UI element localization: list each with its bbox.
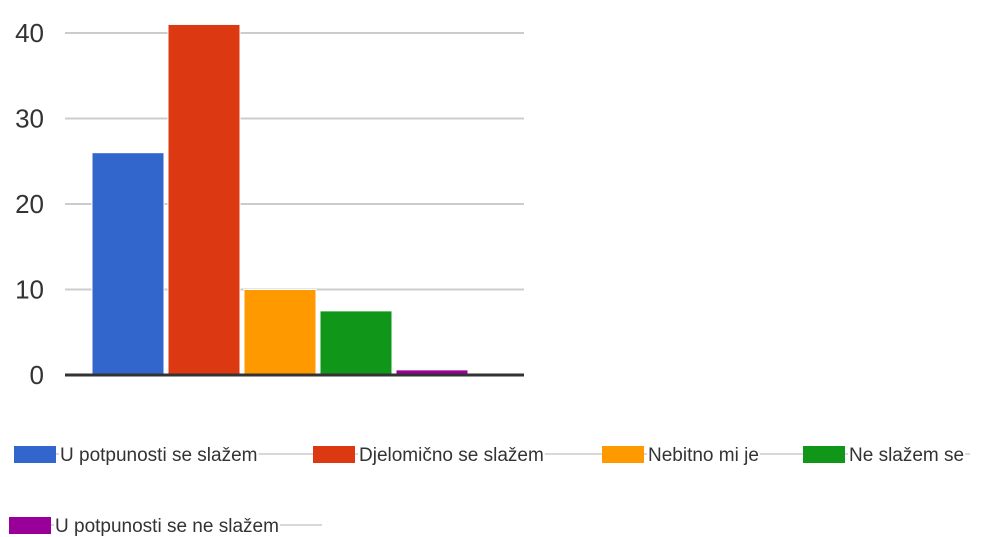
legend: U potpunosti se slažem Djelomično se slaž… — [9, 445, 970, 537]
y-tick-label: 40 — [15, 18, 44, 48]
legend-swatch — [803, 446, 845, 463]
legend-label: U potpunosti se ne slažem — [55, 516, 279, 537]
legend-label-backing — [848, 445, 966, 466]
bars — [91, 23, 469, 376]
bar — [319, 310, 393, 376]
y-axis-ticks: 0 10 20 30 40 — [15, 18, 44, 390]
y-tick-label: 30 — [15, 104, 44, 134]
legend-swatch — [9, 517, 51, 534]
legend-label-backing — [54, 516, 280, 537]
legend-label: Nebitno mi je — [648, 445, 759, 466]
legend-label-backing — [59, 445, 259, 466]
bar — [243, 289, 317, 376]
legend-label: Ne slažem se — [849, 445, 964, 466]
legend-swatch — [602, 446, 644, 463]
legend-label: U potpunosti se slažem — [60, 445, 258, 466]
y-tick-label: 10 — [15, 275, 44, 305]
bar — [167, 23, 241, 376]
bar — [91, 152, 165, 376]
y-tick-label: 0 — [30, 360, 44, 390]
legend-label-backing — [358, 445, 545, 466]
legend-label-backing — [647, 445, 760, 466]
legend-swatch — [14, 446, 56, 463]
y-tick-label: 20 — [15, 189, 44, 219]
legend-label: Djelomično se slažem — [359, 445, 544, 466]
legend-swatch — [313, 446, 355, 463]
